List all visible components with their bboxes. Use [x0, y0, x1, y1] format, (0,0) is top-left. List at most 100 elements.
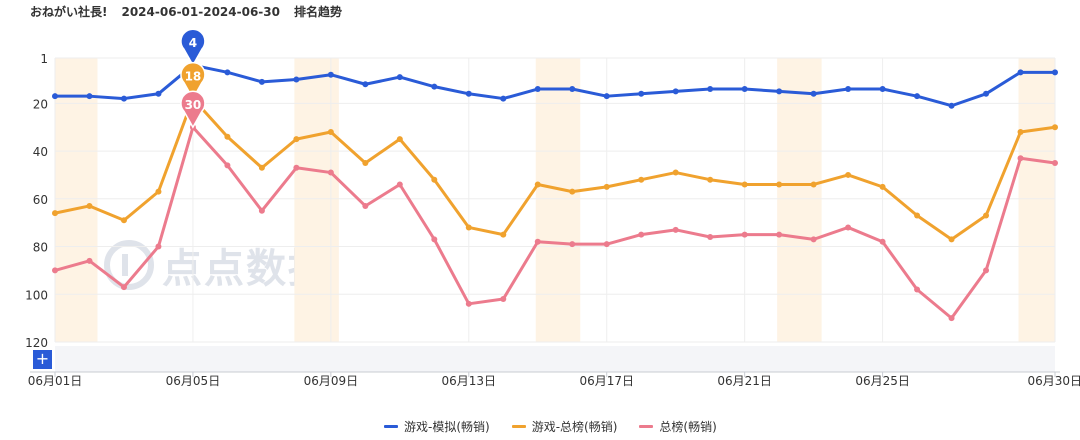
- data-point[interactable]: [741, 86, 748, 93]
- data-point[interactable]: [1052, 69, 1058, 76]
- data-point[interactable]: [120, 217, 127, 224]
- data-point[interactable]: [500, 95, 507, 102]
- data-point[interactable]: [879, 183, 886, 190]
- data-point[interactable]: [293, 164, 300, 171]
- data-point[interactable]: [293, 136, 300, 143]
- data-point[interactable]: [534, 86, 541, 93]
- data-point[interactable]: [603, 93, 610, 100]
- legend-item-0[interactable]: 游戏-模拟(畅销): [384, 418, 490, 435]
- data-point[interactable]: [569, 241, 576, 248]
- data-point[interactable]: [948, 236, 955, 243]
- legend-label: 游戏-模拟(畅销): [404, 420, 490, 434]
- data-point[interactable]: [810, 90, 817, 97]
- data-point[interactable]: [1017, 128, 1024, 135]
- data-point[interactable]: [258, 164, 265, 171]
- data-point[interactable]: [707, 176, 714, 183]
- data-point[interactable]: [500, 231, 507, 238]
- data-point[interactable]: [362, 202, 369, 209]
- data-point[interactable]: [810, 181, 817, 188]
- data-point[interactable]: [879, 238, 886, 245]
- data-point[interactable]: [155, 243, 162, 250]
- data-point[interactable]: [914, 286, 921, 293]
- data-point[interactable]: [155, 188, 162, 195]
- data-point[interactable]: [672, 226, 679, 233]
- data-point[interactable]: [1017, 155, 1024, 162]
- data-point[interactable]: [810, 236, 817, 243]
- marker-label: 18: [185, 70, 202, 84]
- data-point[interactable]: [362, 160, 369, 167]
- data-point[interactable]: [431, 176, 438, 183]
- data-point[interactable]: [465, 300, 472, 307]
- data-point[interactable]: [52, 267, 58, 274]
- marker-label: 4: [189, 36, 197, 50]
- data-point[interactable]: [224, 162, 231, 169]
- data-point[interactable]: [86, 93, 93, 100]
- data-point[interactable]: [845, 86, 852, 93]
- data-point[interactable]: [672, 88, 679, 95]
- data-point[interactable]: [362, 81, 369, 88]
- data-point[interactable]: [776, 181, 783, 188]
- data-point[interactable]: [534, 238, 541, 245]
- data-point[interactable]: [983, 90, 990, 97]
- data-point[interactable]: [741, 231, 748, 238]
- data-point[interactable]: [1052, 160, 1058, 167]
- data-point[interactable]: [914, 93, 921, 100]
- data-point[interactable]: [603, 183, 610, 190]
- highlight-band-3: [777, 58, 822, 342]
- data-point[interactable]: [258, 78, 265, 85]
- data-point[interactable]: [120, 95, 127, 102]
- data-point[interactable]: [1017, 69, 1024, 76]
- data-point[interactable]: [431, 83, 438, 90]
- data-point[interactable]: [52, 210, 58, 217]
- legend-item-1[interactable]: 游戏-总榜(畅销): [511, 418, 617, 435]
- y-tick-label: 1: [40, 52, 48, 66]
- data-point[interactable]: [155, 90, 162, 97]
- data-point[interactable]: [396, 181, 403, 188]
- datazoom-track[interactable]: [55, 346, 1055, 372]
- data-point[interactable]: [224, 69, 231, 76]
- chart-label: 排名趋势: [293, 5, 342, 19]
- data-point[interactable]: [52, 93, 58, 100]
- data-point[interactable]: [86, 257, 93, 264]
- data-point[interactable]: [327, 128, 334, 135]
- x-tick-label: 06月09日: [304, 374, 359, 388]
- data-point[interactable]: [327, 169, 334, 176]
- data-point[interactable]: [86, 202, 93, 209]
- data-point[interactable]: [741, 181, 748, 188]
- data-point[interactable]: [569, 188, 576, 195]
- data-point[interactable]: [638, 90, 645, 97]
- data-point[interactable]: [776, 88, 783, 95]
- data-point[interactable]: [500, 296, 507, 303]
- data-point[interactable]: [396, 74, 403, 81]
- data-point[interactable]: [672, 169, 679, 176]
- data-point[interactable]: [120, 284, 127, 291]
- data-point[interactable]: [465, 90, 472, 97]
- data-point[interactable]: [707, 233, 714, 240]
- x-tick-label: 06月21日: [717, 374, 772, 388]
- data-point[interactable]: [845, 224, 852, 231]
- data-point[interactable]: [293, 76, 300, 83]
- data-point[interactable]: [569, 86, 576, 93]
- expand-button[interactable]: +: [33, 350, 52, 369]
- data-point[interactable]: [983, 212, 990, 219]
- legend-item-2[interactable]: 总榜(畅销): [639, 418, 717, 435]
- data-point[interactable]: [431, 236, 438, 243]
- data-point[interactable]: [948, 315, 955, 322]
- data-point[interactable]: [983, 267, 990, 274]
- data-point[interactable]: [879, 86, 886, 93]
- data-point[interactable]: [1052, 124, 1058, 131]
- data-point[interactable]: [465, 224, 472, 231]
- data-point[interactable]: [396, 136, 403, 143]
- data-point[interactable]: [327, 71, 334, 78]
- data-point[interactable]: [603, 241, 610, 248]
- data-point[interactable]: [914, 212, 921, 219]
- data-point[interactable]: [948, 102, 955, 109]
- data-point[interactable]: [707, 86, 714, 93]
- data-point[interactable]: [534, 181, 541, 188]
- data-point[interactable]: [845, 171, 852, 178]
- data-point[interactable]: [638, 176, 645, 183]
- data-point[interactable]: [638, 231, 645, 238]
- data-point[interactable]: [776, 231, 783, 238]
- data-point[interactable]: [258, 207, 265, 214]
- data-point[interactable]: [224, 133, 231, 140]
